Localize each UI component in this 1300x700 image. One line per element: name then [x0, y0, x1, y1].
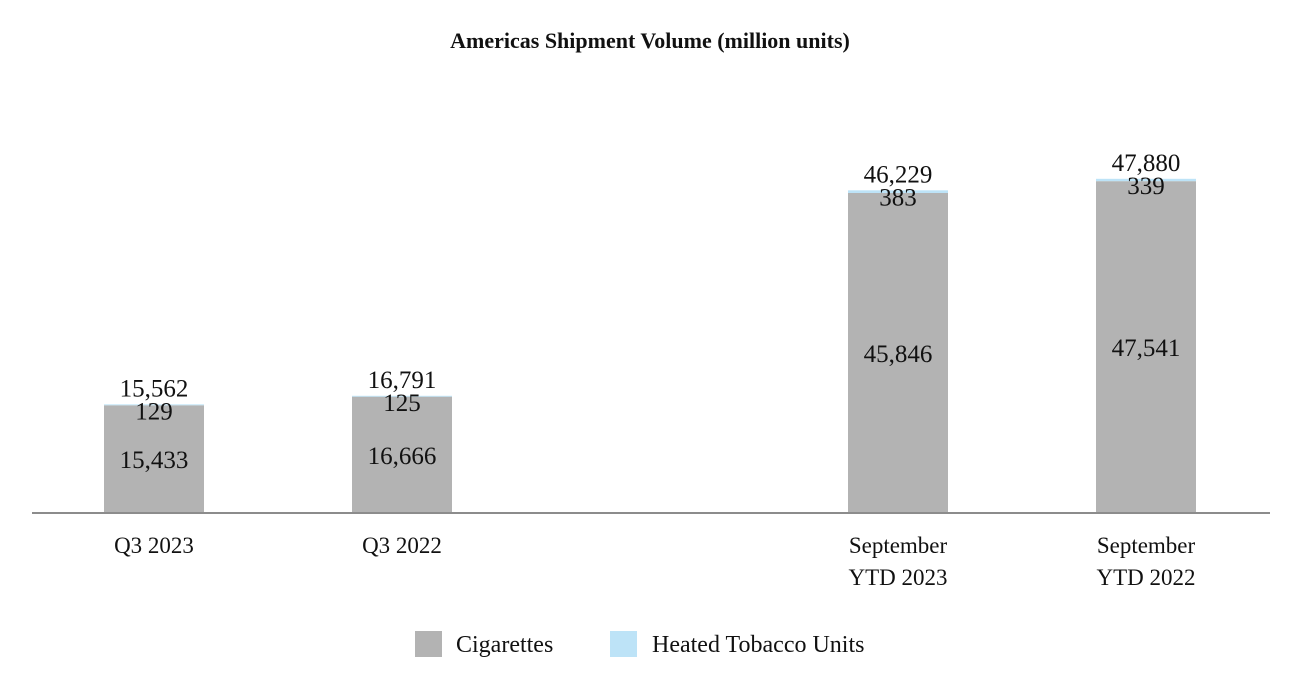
legend-label-heated-tobacco: Heated Tobacco Units	[652, 632, 864, 658]
bars-layer	[104, 178, 1196, 514]
bar-cigarettes-3	[1096, 181, 1196, 514]
category-label-2-line-0: September	[849, 533, 948, 558]
label-cigarettes-1: 16,666	[368, 443, 437, 470]
label-total-1: 16,791	[368, 367, 437, 394]
bar-cigarettes-1	[352, 396, 452, 513]
legend-label-cigarettes: Cigarettes	[456, 632, 553, 658]
category-label-1-line-0: Q3 2022	[362, 533, 442, 558]
legend: Cigarettes Heated Tobacco Units	[415, 631, 864, 658]
bar-heated-tobacco-0	[104, 404, 204, 406]
label-heated-tobacco-2: 383	[879, 184, 917, 211]
category-label-2-line-1: YTD 2023	[848, 565, 947, 590]
bar-heated-tobacco-3	[1096, 178, 1196, 182]
legend-swatch-heated-tobacco	[610, 631, 637, 657]
label-heated-tobacco-1: 125	[383, 390, 421, 417]
bar-cigarettes-0	[104, 405, 204, 513]
label-cigarettes-0: 15,433	[120, 447, 189, 474]
label-heated-tobacco-3: 339	[1127, 173, 1165, 200]
legend-swatch-cigarettes	[415, 631, 442, 657]
label-cigarettes-2: 45,846	[864, 341, 933, 368]
chart-title: Americas Shipment Volume (million units)	[450, 28, 850, 53]
label-cigarettes-3: 47,541	[1112, 335, 1181, 362]
category-label-3-line-1: YTD 2022	[1096, 565, 1195, 590]
label-heated-tobacco-0: 129	[135, 398, 173, 425]
category-label-0-line-0: Q3 2023	[114, 533, 194, 558]
category-label-3-line-0: September	[1097, 533, 1196, 558]
label-total-3: 47,880	[1112, 150, 1181, 177]
label-total-2: 46,229	[864, 161, 933, 188]
bar-heated-tobacco-1	[352, 395, 452, 397]
bar-cigarettes-2	[848, 193, 948, 513]
category-labels: Q3 2023 Q3 2022 September YTD 2023 September…	[114, 533, 1195, 590]
label-total-0: 15,562	[120, 375, 189, 402]
bar-heated-tobacco-2	[848, 190, 948, 193]
labels-layer: 15,43312915,56216,66612516,79145,8463834…	[120, 150, 1181, 474]
